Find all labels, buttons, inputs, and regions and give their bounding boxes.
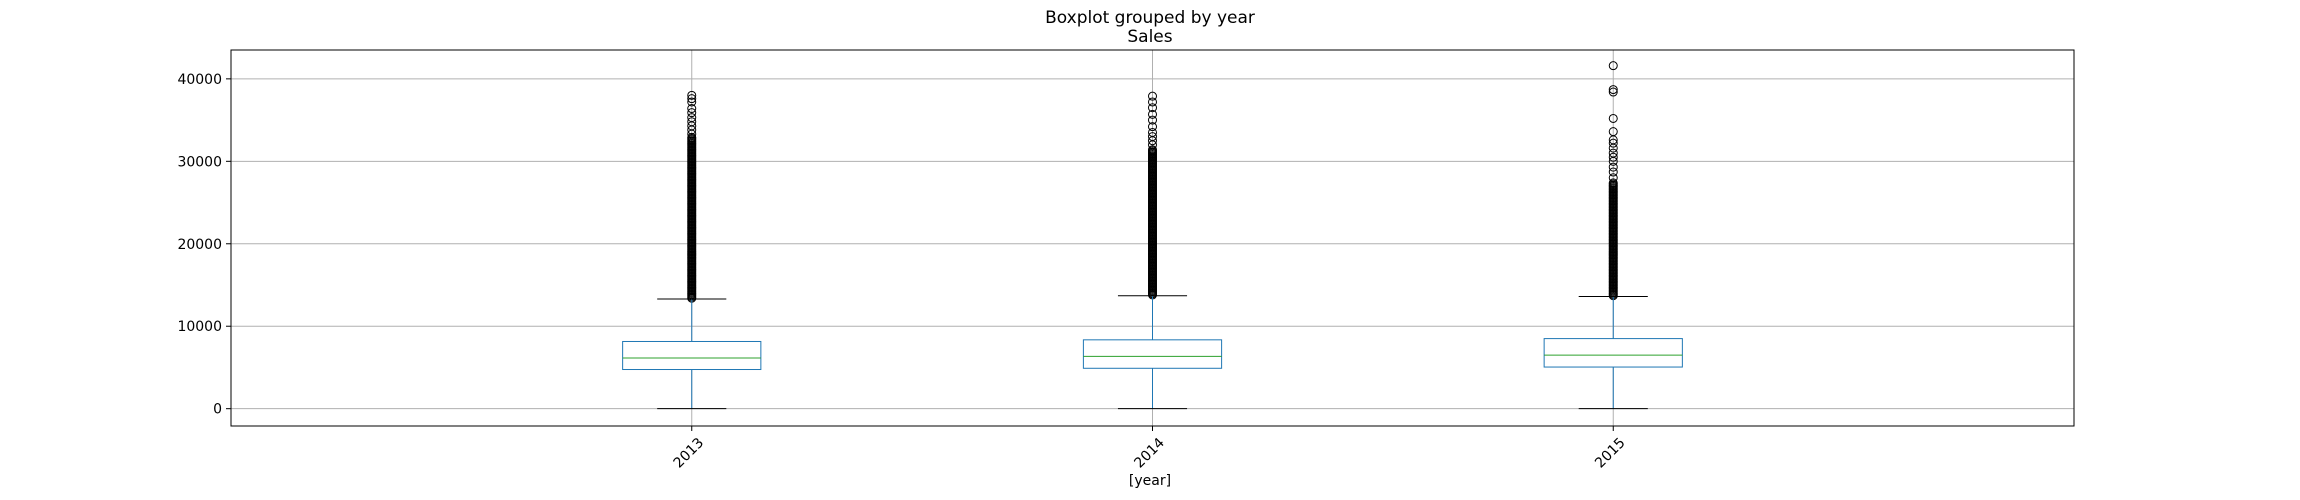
outlier-point — [687, 113, 697, 123]
outlier-point — [1148, 97, 1157, 107]
box-iqr — [622, 340, 762, 371]
outlier-point — [1608, 162, 1618, 172]
outlier-point — [1148, 145, 1157, 155]
y-tick-label: 10000 — [177, 319, 222, 335]
box-iqr — [1543, 338, 1683, 368]
outlier-point — [687, 132, 697, 142]
outlier-point — [1608, 113, 1618, 123]
outlier-point — [1608, 85, 1618, 95]
outlier-point — [1608, 167, 1618, 177]
outlier-point — [1608, 127, 1618, 137]
outlier-point — [687, 90, 697, 100]
outlier-point — [1148, 122, 1157, 132]
chart-suptitle: Boxplot grouped by year — [1045, 8, 1255, 28]
y-tick-label: 0 — [213, 402, 222, 418]
y-tick-label: 20000 — [177, 237, 222, 253]
box-group-2015 — [1543, 61, 1683, 410]
box-group-2014 — [1082, 91, 1223, 410]
x-axis-label: [year] — [1129, 473, 1171, 489]
outlier-point — [687, 104, 697, 114]
outlier-point — [687, 108, 697, 118]
y-tick-label: 40000 — [177, 72, 222, 88]
outlier-point — [687, 94, 697, 104]
outlier-point — [1608, 61, 1618, 71]
box-iqr — [1082, 339, 1223, 369]
box-layer — [622, 61, 1683, 410]
outlier-point — [687, 97, 697, 107]
outlier-point — [1608, 178, 1618, 188]
outlier-point — [1608, 87, 1618, 97]
outlier-point — [1148, 109, 1157, 119]
outlier-point — [1608, 152, 1618, 162]
x-tick-label: 2014 — [1131, 435, 1168, 472]
axes: 0 10000 20000 30000 40000 2013 2014 2015 — [177, 72, 1628, 472]
outlier-point — [1608, 173, 1618, 183]
box-group-2013 — [622, 90, 762, 410]
outlier-point — [1148, 91, 1157, 101]
chart-title: Sales — [1127, 27, 1172, 47]
x-tick-label: 2013 — [671, 435, 708, 472]
y-tick-label: 30000 — [177, 154, 222, 170]
outlier-point — [1148, 127, 1157, 137]
outlier-point — [1148, 115, 1157, 125]
outlier-point — [1608, 138, 1618, 148]
x-tick-label: 2015 — [1592, 435, 1629, 472]
plot-frame — [230, 49, 2075, 427]
outlier-point — [1148, 132, 1157, 142]
outlier-point — [1608, 148, 1618, 158]
outlier-point — [687, 117, 697, 127]
outlier-point — [1148, 103, 1157, 113]
